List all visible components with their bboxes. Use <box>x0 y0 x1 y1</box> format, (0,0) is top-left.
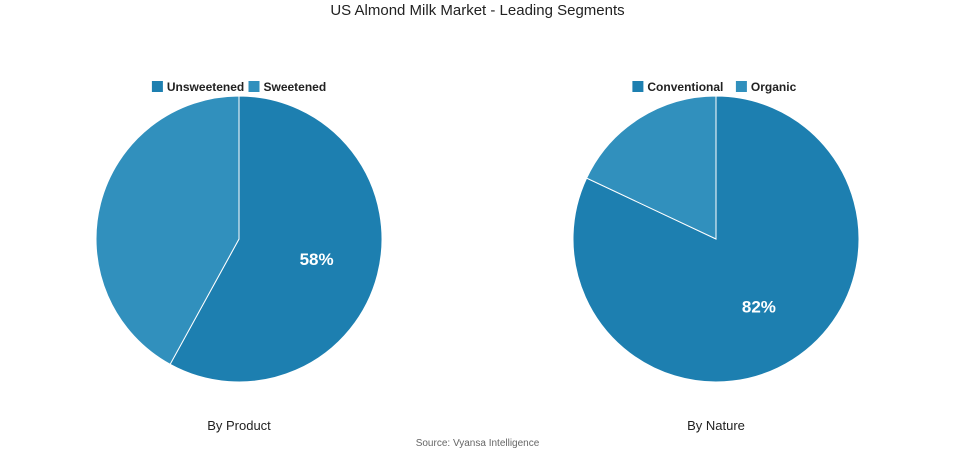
legend-swatch-conventional <box>632 81 644 92</box>
pie-slice-organic <box>585 95 717 240</box>
pie-chart-2: 82% Conventional Organic By Nature <box>572 80 860 433</box>
slice-label-unsweetened: 58% <box>300 250 334 269</box>
legend: Conventional Organic <box>632 80 797 94</box>
legend-label-conventional: Conventional <box>647 80 723 94</box>
legend: Unsweetened Sweetened <box>151 80 327 94</box>
legend-label-sweetened: Sweetened <box>264 80 327 94</box>
slice-label-conventional: 82% <box>742 298 776 317</box>
pie-slice-unsweetened <box>169 95 383 383</box>
chart-xlabel: By Product <box>207 418 271 433</box>
pie-slice-sweetened <box>95 95 240 365</box>
legend-label-unsweetened: Unsweetened <box>167 80 244 94</box>
legend-label-organic: Organic <box>751 80 797 94</box>
chart-title: US Almond Milk Market - Leading Segments <box>330 2 625 19</box>
legend-swatch-organic <box>735 81 747 92</box>
legend-swatch-sweetened <box>248 81 260 92</box>
pie-chart-1: 58% Unsweetened Sweetened By Product <box>95 80 383 433</box>
legend-swatch-unsweetened <box>151 81 163 92</box>
chart-xlabel: By Nature <box>687 418 745 433</box>
source-note: Source: Vyansa Intelligence <box>415 438 540 449</box>
